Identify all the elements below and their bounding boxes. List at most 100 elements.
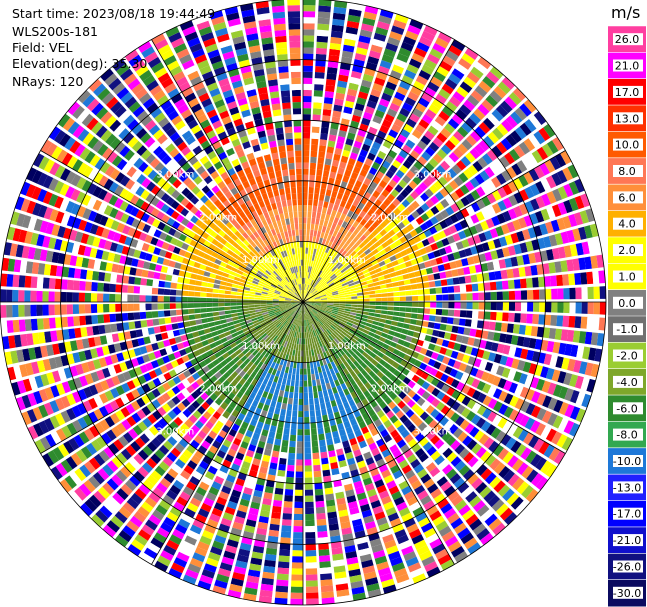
ppi-gate xyxy=(337,342,344,349)
ppi-gate xyxy=(431,98,444,110)
ppi-gate xyxy=(397,579,412,590)
ppi-gate xyxy=(343,261,350,268)
ppi-gate xyxy=(466,71,480,84)
ppi-gate xyxy=(321,463,330,471)
ppi-gate xyxy=(309,325,313,332)
ppi-gate xyxy=(308,386,313,393)
ppi-gate xyxy=(303,320,305,327)
ppi-gate xyxy=(208,486,220,496)
ppi-gate xyxy=(273,356,279,363)
ppi-gate xyxy=(345,138,354,146)
ppi-gate xyxy=(144,496,157,508)
ppi-gate xyxy=(520,400,530,413)
ppi-gate xyxy=(379,59,392,70)
ppi-gate xyxy=(584,331,593,345)
ppi-gate xyxy=(579,210,589,224)
ppi-gate xyxy=(422,341,430,349)
ppi-gate xyxy=(120,483,133,496)
ppi-gate xyxy=(312,236,317,243)
ppi-gate xyxy=(160,550,174,562)
ppi-gate xyxy=(557,288,564,300)
ppi-gate xyxy=(406,63,419,75)
ppi-gate xyxy=(449,96,462,108)
ppi-gate xyxy=(538,441,550,455)
ppi-gate xyxy=(333,320,340,325)
ppi-gate xyxy=(354,246,361,253)
ppi-gate xyxy=(452,147,464,159)
ppi-gate xyxy=(303,35,315,42)
ppi-gate xyxy=(321,408,327,416)
ppi-gate xyxy=(428,141,440,152)
ppi-gate xyxy=(270,348,276,355)
ppi-gate xyxy=(453,360,462,370)
ppi-gate xyxy=(267,392,274,400)
ppi-gate xyxy=(399,235,408,244)
ppi-gate xyxy=(385,81,397,91)
ppi-gate xyxy=(350,120,360,129)
ppi-gate xyxy=(441,83,454,95)
ppi-gate xyxy=(330,235,336,243)
ppi-gate xyxy=(352,335,359,341)
ppi-gate xyxy=(325,321,332,327)
ppi-gate xyxy=(412,573,427,584)
ppi-gate xyxy=(545,221,554,234)
ppi-gate xyxy=(374,156,384,165)
ppi-gate xyxy=(294,306,299,311)
ppi-gate xyxy=(484,472,497,485)
ppi-gate xyxy=(219,285,226,290)
ppi-gate xyxy=(435,202,445,212)
ppi-gate xyxy=(97,282,104,292)
ppi-gate xyxy=(259,509,270,518)
ppi-gate xyxy=(354,53,367,62)
ppi-gate xyxy=(578,257,586,270)
ppi-gate xyxy=(540,178,551,191)
ppi-gate xyxy=(292,544,303,551)
ppi-gate xyxy=(252,349,259,357)
ppi-gate xyxy=(243,311,250,315)
ppi-gate xyxy=(24,319,32,332)
ppi-gate xyxy=(374,355,382,363)
ppi-gate xyxy=(269,523,280,532)
ppi-gate xyxy=(298,398,303,406)
ppi-gate xyxy=(421,151,432,162)
ppi-gate xyxy=(585,208,595,223)
ppi-gate xyxy=(206,307,213,313)
ppi-gate xyxy=(139,303,146,311)
ppi-gate xyxy=(166,452,178,463)
ppi-gate xyxy=(423,527,437,539)
ppi-gate xyxy=(486,149,498,162)
ppi-gate xyxy=(411,374,420,383)
ppi-gate xyxy=(347,457,356,466)
ppi-gate xyxy=(212,288,220,294)
ppi-gate xyxy=(437,498,450,509)
ppi-gate xyxy=(264,559,276,568)
ppi-gate xyxy=(336,286,344,291)
ppi-gate xyxy=(316,47,327,55)
ppi-gate xyxy=(305,307,309,314)
ppi-gate xyxy=(356,434,365,443)
ppi-gate xyxy=(393,302,400,307)
ppi-gate xyxy=(499,355,508,366)
ppi-gate xyxy=(393,291,400,297)
ppi-gate xyxy=(442,447,453,459)
ppi-gate xyxy=(313,90,323,97)
ppi-gate xyxy=(371,447,381,457)
ppi-gate xyxy=(42,277,50,289)
ppi-gate xyxy=(469,328,477,337)
ppi-gate xyxy=(507,473,520,487)
ppi-gate xyxy=(335,141,344,150)
ppi-gate xyxy=(393,265,401,272)
ppi-gate xyxy=(407,91,420,102)
ppi-gate xyxy=(315,314,322,319)
ppi-gate xyxy=(333,359,340,367)
ppi-gate xyxy=(278,555,290,563)
ppi-gate xyxy=(458,276,466,284)
ppi-gate xyxy=(382,140,393,149)
ppi-gate xyxy=(395,343,403,351)
ppi-gate xyxy=(163,544,177,556)
ppi-gate xyxy=(294,507,303,515)
ppi-gate xyxy=(398,47,412,58)
ppi-gate xyxy=(204,435,214,445)
ppi-gate xyxy=(393,496,405,506)
ppi-gate xyxy=(386,334,394,341)
